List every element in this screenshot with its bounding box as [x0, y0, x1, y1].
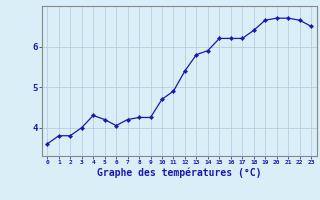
X-axis label: Graphe des températures (°C): Graphe des températures (°C): [97, 168, 261, 178]
